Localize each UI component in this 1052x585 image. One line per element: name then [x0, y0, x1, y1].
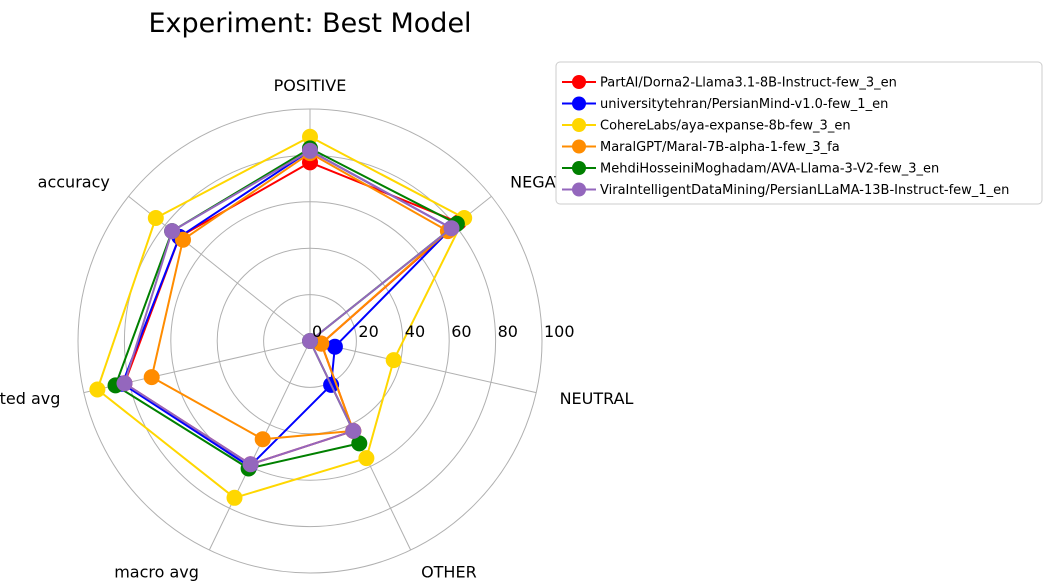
r-tick-label: 60 [451, 322, 471, 341]
axis-label: weighted avg [0, 389, 60, 408]
radar-series [89, 128, 473, 506]
legend-marker [572, 182, 586, 197]
data-point [345, 422, 362, 439]
data-point [358, 450, 375, 467]
series-line [96, 135, 466, 499]
legend-label: CohereLabs/aya-expanse-8b-few_3_en [600, 119, 851, 134]
axis-label: NEUTRAL [560, 389, 634, 408]
axis-label: macro avg [114, 563, 199, 582]
axis-label: POSITIVE [274, 76, 347, 95]
series-line [121, 149, 453, 468]
data-point [302, 142, 318, 159]
legend-marker [572, 139, 586, 154]
radar-labels: 0 20 40 60 80 100POSITIVENEGATIVENEUTRALOTHER… [0, 76, 634, 582]
legend-marker [572, 96, 586, 111]
r-tick-label: 80 [498, 322, 518, 341]
legend-label: MaralGPT/Maral-7B-alpha-1-few_3_fa [600, 140, 840, 155]
data-point [443, 220, 460, 237]
legend-marker [572, 75, 586, 89]
data-point [302, 333, 318, 349]
data-point [89, 381, 106, 398]
data-point [143, 369, 160, 386]
axis-label: OTHER [421, 563, 477, 582]
series-line [123, 149, 453, 466]
legend-marker [572, 118, 586, 132]
r-tick-label: 40 [405, 322, 425, 341]
legend-label: universitytehran/PersianMind-v1.0-few_1_… [600, 97, 888, 112]
data-point [175, 231, 191, 248]
grid-spoke [309, 340, 537, 394]
legend-frame [555, 61, 1043, 205]
r-tick-label: 0 [312, 322, 322, 341]
data-point [326, 338, 343, 355]
data-point [147, 210, 164, 226]
data-point [385, 352, 402, 369]
data-point [254, 431, 271, 448]
data-point [226, 489, 243, 506]
axis-label: accuracy [38, 172, 110, 191]
data-point [242, 456, 259, 473]
data-point [164, 223, 181, 240]
r-tick-label: 20 [358, 322, 378, 341]
legend-label: ViraIntelligentDataMining/PersianLLaMA-1… [600, 183, 1009, 198]
r-tick-label: 100 [544, 322, 575, 341]
legend: PartAI/Dorna2-Llama3.1-8B-Instruct-few_3… [555, 61, 1043, 205]
data-point [116, 375, 133, 392]
legend-marker [572, 161, 586, 175]
series-line [150, 152, 449, 441]
legend-label: MehdiHosseiniMoghadam/AVA-Llama-3-V2-few… [600, 162, 939, 177]
legend-label: PartAI/Dorna2-Llama3.1-8B-Instruct-few_3… [600, 76, 897, 91]
chart-title: Experiment: Best Model [148, 8, 471, 39]
